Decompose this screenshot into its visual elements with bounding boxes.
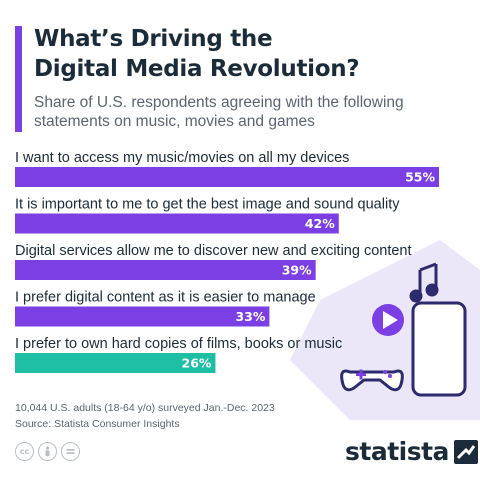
- chart-subtitle: Share of U.S. respondents agreeing with …: [34, 93, 454, 131]
- bar[interactable]: [15, 306, 270, 327]
- footnote-sample: 10,044 U.S. adults (18-64 y/o) surveyed …: [15, 402, 275, 414]
- music-note-icon: [409, 262, 439, 303]
- bar-category-label: Digital services allow me to discover ne…: [15, 243, 412, 259]
- chart-subtitle-line-1: Share of U.S. respondents agreeing with …: [34, 94, 404, 111]
- attribution-icon[interactable]: [38, 442, 57, 461]
- bar-value-label: 55%: [405, 170, 435, 185]
- bar[interactable]: [15, 167, 439, 187]
- media-illustration: [290, 240, 480, 420]
- chart-title: What’s Driving the Digital Media Revolut…: [34, 24, 454, 84]
- brand-name: statista: [345, 437, 449, 466]
- bar-category-label: I want to access my music/movies on all …: [15, 150, 349, 166]
- footnote-source: Source: Statista Consumer Insights: [15, 418, 180, 430]
- bar[interactable]: [15, 353, 216, 373]
- bar-value-label: 42%: [305, 216, 335, 231]
- bar-category-label: It is important to me to get the best im…: [15, 197, 400, 213]
- bar-value-label: 33%: [235, 309, 265, 324]
- chart-subtitle-line-2: statements on music, movies and games: [34, 113, 315, 130]
- bar-category-label: I prefer digital content as it is easier…: [15, 290, 316, 306]
- title-accent-bar: [15, 26, 22, 132]
- bar-value-label: 26%: [182, 356, 212, 371]
- bar[interactable]: [15, 213, 339, 234]
- footnote: 10,044 U.S. adults (18-64 y/o) surveyed …: [15, 400, 275, 432]
- bar-category-label: I prefer to own hard copies of films, bo…: [15, 336, 342, 352]
- play-button-icon: [372, 304, 404, 336]
- cc-icon[interactable]: cc: [15, 442, 34, 461]
- statista-brand[interactable]: statista: [345, 437, 478, 466]
- statista-logo-icon: [453, 439, 478, 464]
- chart-title-line-2: Digital Media Revolution?: [34, 56, 360, 82]
- game-controller-icon: [340, 369, 404, 392]
- license-icons: cc: [15, 442, 80, 461]
- bar-value-label: 39%: [282, 263, 312, 278]
- smartphone-icon: [411, 301, 467, 397]
- chart-title-line-1: What’s Driving the: [34, 26, 273, 52]
- bar[interactable]: [15, 260, 316, 280]
- no-derivatives-icon[interactable]: [61, 442, 80, 461]
